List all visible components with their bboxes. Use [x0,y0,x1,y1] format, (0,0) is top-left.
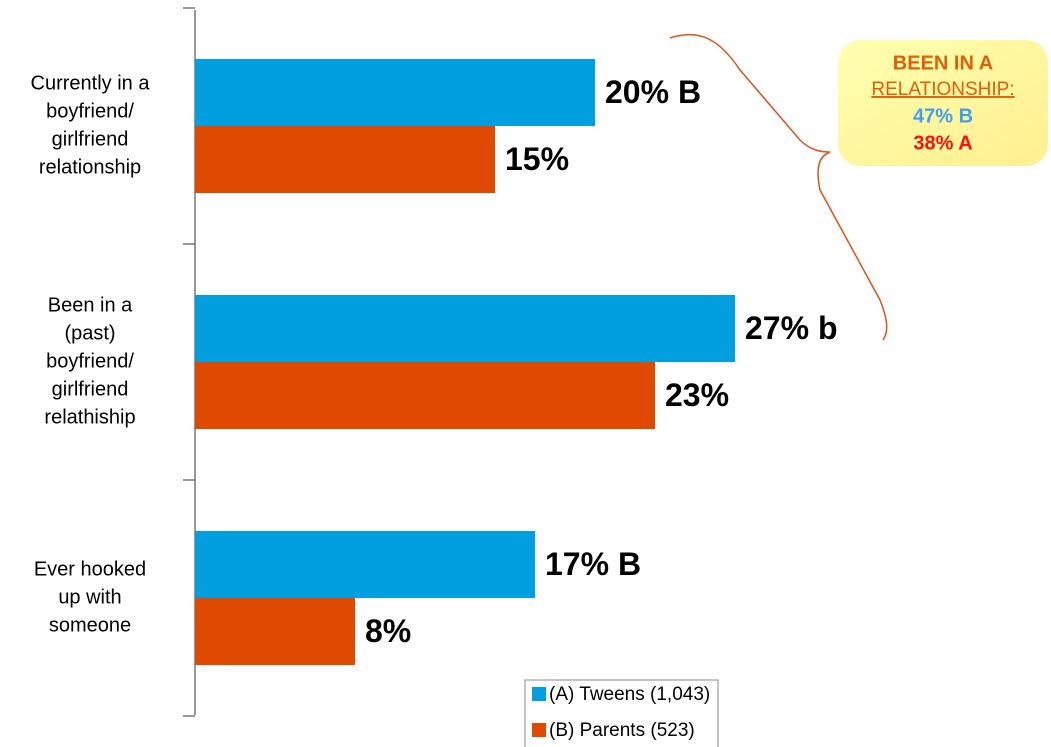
category-label: up with [58,586,121,608]
legend [524,679,719,747]
category-label: relationship [39,156,141,178]
bar [195,362,655,429]
category-label: someone [49,614,131,636]
category-label: boyfriend/ [46,100,134,122]
bar [195,295,735,362]
callout-line: 47% B [913,105,973,127]
data-label: 23% [665,377,729,413]
legend-label: (B) Parents (523) [549,720,695,741]
callout-line: 38% A [913,132,972,154]
data-label: 8% [365,613,411,649]
category-label: Currently in a [31,72,151,94]
legend-swatch [532,723,546,737]
data-label: 27% b [745,310,837,346]
category-label: relathiship [44,406,135,428]
bar [195,531,535,598]
callout-heading: RELATIONSHIP: [871,79,1014,100]
legend-swatch [532,687,546,701]
legend-label: (A) Tweens (1,043) [549,684,710,705]
callout-heading: BEEN IN A [893,52,993,74]
bar [195,59,595,126]
data-label: 17% B [545,546,641,582]
data-label: 20% B [605,74,701,110]
bar [195,126,495,193]
brace [669,33,888,341]
category-label: (past) [64,322,115,344]
category-label: girlfriend [52,378,129,400]
category-label: Ever hooked [34,558,146,580]
data-label: 15% [505,141,569,177]
category-label: boyfriend/ [46,350,134,372]
category-label: Been in a [48,294,133,316]
category-label: girlfriend [52,128,129,150]
callout-box [838,40,1048,166]
bar [195,598,355,665]
